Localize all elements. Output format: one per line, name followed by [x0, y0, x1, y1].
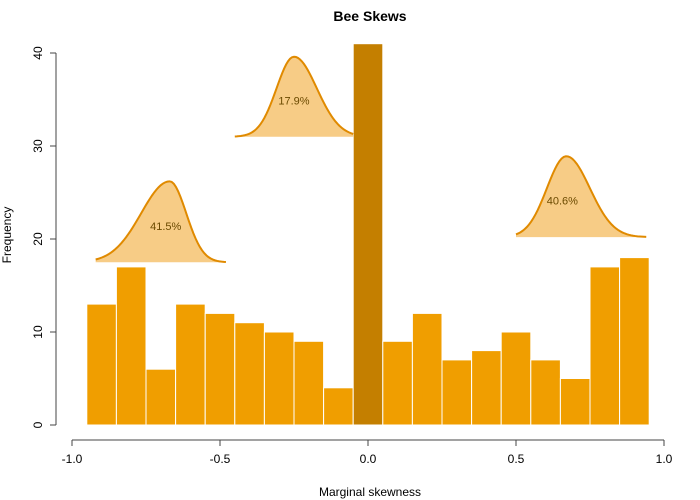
histogram-bars [86, 43, 650, 426]
histogram-bar [234, 322, 265, 426]
chart-title: Bee Skews [333, 8, 406, 24]
axes: -1.0 -0.5 0.0 0.5 1.0 0 10 20 30 40 [31, 46, 673, 466]
skew-annotation-label: 40.6% [547, 196, 578, 208]
histogram-bar [263, 331, 295, 426]
skew-annotation-curve [95, 180, 226, 263]
skew-annotation-label: 41.5% [150, 221, 181, 233]
histogram-bar [115, 266, 147, 426]
histogram-bar [589, 266, 621, 426]
y-tick-label: 20 [31, 232, 45, 246]
histogram-bar [441, 359, 473, 426]
histogram-bar-highlight [352, 43, 384, 426]
histogram-bar [530, 359, 561, 426]
skew-annotation-curve [234, 55, 354, 138]
histogram-bar [293, 340, 325, 426]
skew-annotation-fill [95, 181, 226, 263]
y-tick-label: 0 [31, 421, 45, 428]
x-tick-label: 0.5 [508, 452, 525, 466]
x-tick-label: 1.0 [656, 452, 673, 466]
y-tick-label: 10 [31, 325, 45, 339]
histogram-bar [471, 350, 502, 426]
skew-annotation-fill [234, 56, 354, 137]
skew-annotation-fill [516, 156, 647, 238]
y-tick-label: 40 [31, 46, 45, 60]
x-tick-label: 0.0 [360, 452, 377, 466]
histogram-bar [411, 312, 443, 426]
x-tick-label: -1.0 [62, 452, 83, 466]
skew-annotation-curve [515, 155, 647, 238]
histogram-bar [175, 303, 206, 426]
skew-annotations: 41.5% 17.9% 40.6% [95, 55, 647, 263]
histogram-bar [619, 257, 650, 426]
y-axis-label: Frequency [0, 207, 14, 264]
histogram-bar [323, 387, 354, 426]
y-tick-label: 30 [31, 139, 45, 153]
histogram-bar [86, 303, 117, 426]
histogram-bar [559, 378, 591, 426]
histogram-bar [145, 368, 177, 426]
x-axis-label: Marginal skewness [319, 485, 421, 499]
histogram-bar [500, 331, 532, 426]
skew-annotation-label: 17.9% [278, 96, 309, 108]
x-tick-label: -0.5 [210, 452, 231, 466]
histogram-bar [382, 340, 413, 426]
histogram-bar [204, 312, 236, 426]
